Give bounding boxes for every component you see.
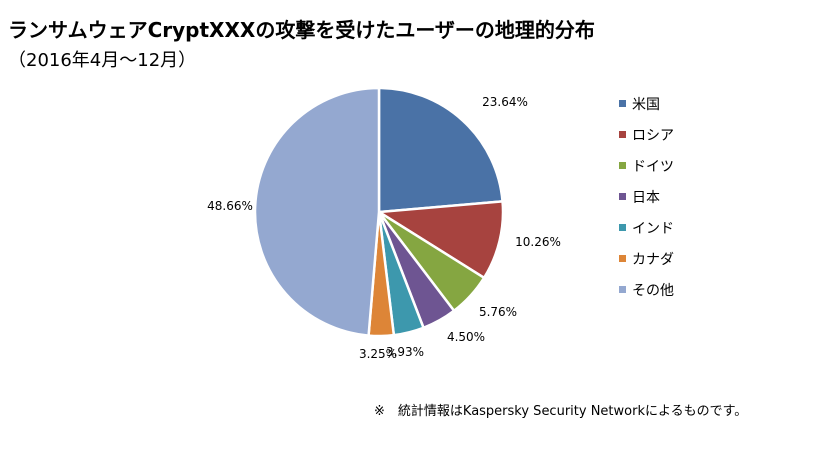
legend-item: カナダ <box>619 243 674 274</box>
legend-swatch <box>619 131 626 138</box>
legend-swatch <box>619 100 626 107</box>
legend-item: ロシア <box>619 119 674 150</box>
pie-slice-1 <box>377 86 504 214</box>
chart-title: ランサムウェアCryptXXXの攻撃を受けたユーザーの地理的分布 <box>8 18 595 42</box>
legend-label: ロシア <box>632 127 674 144</box>
data-label: 5.76% <box>479 305 517 319</box>
legend-label: 米国 <box>632 96 660 113</box>
chart-subtitle: （2016年4月～12月） <box>8 50 197 71</box>
legend-item: インド <box>619 212 674 243</box>
legend: 米国ロシアドイツ日本インドカナダその他 <box>619 88 674 305</box>
legend-label: 日本 <box>632 189 660 206</box>
legend-swatch <box>619 224 626 231</box>
legend-item: 米国 <box>619 88 674 119</box>
data-label: 48.66% <box>207 199 253 213</box>
legend-swatch <box>619 162 626 169</box>
legend-swatch <box>619 286 626 293</box>
legend-item: ドイツ <box>619 150 674 181</box>
legend-label: インド <box>632 220 674 237</box>
data-label: 23.64% <box>482 95 528 109</box>
data-label: 4.50% <box>447 330 485 344</box>
pie-slice-2 <box>377 200 505 280</box>
legend-item: 日本 <box>619 181 674 212</box>
data-label: 3.93% <box>386 345 424 359</box>
legend-swatch <box>619 193 626 200</box>
legend-label: その他 <box>632 282 674 299</box>
data-label: 10.26% <box>515 235 561 249</box>
legend-label: ドイツ <box>632 158 674 175</box>
data-label: 3.25% <box>359 347 397 361</box>
legend-swatch <box>619 255 626 262</box>
legend-item: その他 <box>619 274 674 305</box>
legend-label: カナダ <box>632 251 674 268</box>
footnote: ※ 統計情報はKaspersky Security Networkによるものです… <box>374 404 748 419</box>
pie-slice-7 <box>253 86 381 337</box>
